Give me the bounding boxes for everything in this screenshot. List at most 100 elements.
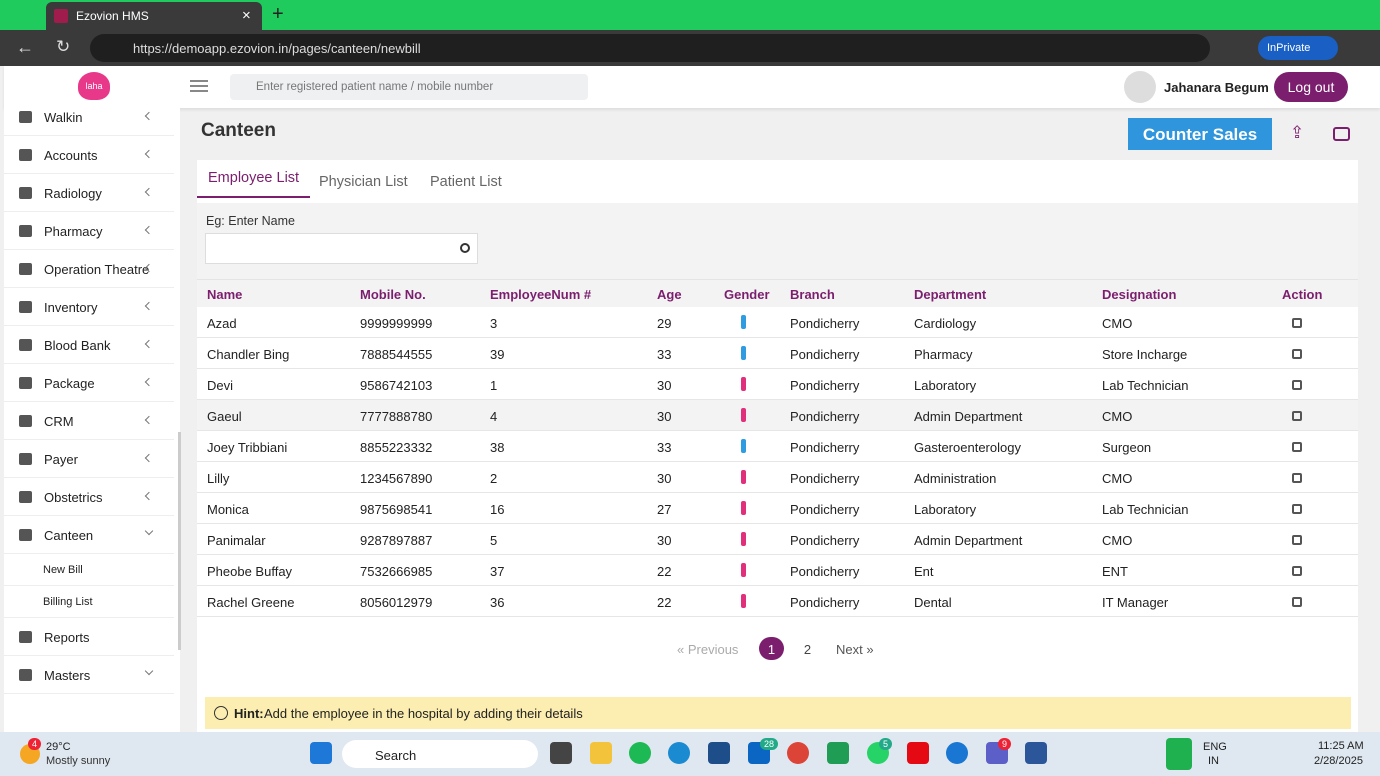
counter-sales-label: Counter Sales (1143, 125, 1257, 144)
sidebar-item[interactable]: Reports (4, 618, 174, 656)
view-action[interactable] (1292, 535, 1302, 545)
print-icon[interactable] (1333, 127, 1350, 141)
table-cell: ENT (1102, 564, 1128, 579)
hint-text: Add the employee in the hospital by addi… (264, 706, 583, 721)
table-cell: Administration (914, 471, 996, 486)
logo[interactable]: laha (78, 72, 110, 100)
sidebar-item[interactable]: Obstetrics (4, 478, 174, 516)
view-action[interactable] (1292, 380, 1302, 390)
table-cell: CMO (1102, 409, 1132, 424)
table-cell: CMO (1102, 316, 1132, 331)
taskbar-search[interactable]: Search (342, 740, 538, 768)
app-icon[interactable] (827, 742, 849, 764)
tab-title: Ezovion HMS (76, 9, 149, 23)
menu-icon (19, 149, 32, 161)
name-search-input[interactable] (205, 233, 478, 264)
table-row[interactable]: Monica98756985411627PondicherryLaborator… (197, 493, 1358, 524)
next-link[interactable]: Next » (836, 642, 874, 657)
app-icon[interactable] (907, 742, 929, 764)
search-icon[interactable] (460, 243, 470, 253)
app-icon[interactable] (590, 742, 612, 764)
gender-icon (741, 501, 746, 515)
back-button[interactable]: ← (16, 37, 34, 58)
browser-tab[interactable]: Ezovion HMS × (46, 2, 262, 30)
sidebar-item[interactable]: CRM (4, 402, 174, 440)
sidebar-item[interactable]: Canteen (4, 516, 174, 554)
menu-label: Obstetrics (44, 490, 103, 505)
sidebar-item[interactable]: Radiology (4, 174, 174, 212)
sidebar-item[interactable]: Payer (4, 440, 174, 478)
table-row[interactable]: Joey Tribbiani88552233323833PondicherryG… (197, 431, 1358, 462)
column-header: Department (914, 287, 986, 302)
app-icon[interactable] (787, 742, 809, 764)
table-cell: Azad (207, 316, 237, 331)
table-cell: Chandler Bing (207, 347, 289, 362)
tab[interactable]: Patient List (421, 160, 511, 198)
sidebar-item[interactable]: Masters (4, 656, 174, 694)
chevron (145, 667, 153, 675)
table-row[interactable]: Lilly1234567890230PondicherryAdministrat… (197, 462, 1358, 493)
sidebar-item[interactable]: Inventory (4, 288, 174, 326)
table-row[interactable]: Chandler Bing78885445553933PondicherryPh… (197, 338, 1358, 369)
reload-button[interactable]: ↻ (56, 37, 70, 57)
sidebar-item[interactable]: Walkin (4, 108, 174, 136)
table-row[interactable]: Rachel Greene80560129793622PondicherryDe… (197, 586, 1358, 617)
table-row[interactable]: Devi9586742103130PondicherryLaboratoryLa… (197, 369, 1358, 400)
chevron (145, 340, 153, 348)
table-cell: Pondicherry (790, 409, 859, 424)
mic-indicator[interactable] (1166, 738, 1192, 770)
view-action[interactable] (1292, 504, 1302, 514)
inprivate-badge[interactable]: InPrivate (1258, 36, 1338, 60)
table-cell: Pondicherry (790, 595, 859, 610)
logout-button[interactable]: Log out (1274, 72, 1348, 102)
table-cell: Lab Technician (1102, 502, 1189, 517)
chevron (145, 112, 153, 120)
table-cell: Lab Technician (1102, 378, 1189, 393)
table-cell: 39 (490, 347, 504, 362)
app-icon[interactable] (946, 742, 968, 764)
table-row[interactable]: Panimalar9287897887530PondicherryAdmin D… (197, 524, 1358, 555)
view-action[interactable] (1292, 473, 1302, 483)
view-action[interactable] (1292, 318, 1302, 328)
table-cell: 33 (657, 347, 671, 362)
logout-label: Log out (1288, 79, 1335, 95)
page-link[interactable]: 1 (759, 637, 784, 660)
view-action[interactable] (1292, 411, 1302, 421)
view-action[interactable] (1292, 597, 1302, 607)
app-icon[interactable] (708, 742, 730, 764)
download-icon[interactable]: ⇪ (1290, 123, 1304, 143)
sidebar-item[interactable]: Package (4, 364, 174, 402)
counter-sales-button[interactable]: Counter Sales (1128, 118, 1272, 150)
table-row[interactable]: Pheobe Buffay75326669853722PondicherryEn… (197, 555, 1358, 586)
table-cell: 30 (657, 533, 671, 548)
view-action[interactable] (1292, 566, 1302, 576)
tab[interactable]: Physician List (310, 160, 417, 198)
view-action[interactable] (1292, 442, 1302, 452)
app-icon[interactable] (629, 742, 651, 764)
sidebar-item[interactable]: Operation Theatre (4, 250, 174, 288)
sidebar-subitem[interactable]: Billing List (4, 586, 174, 618)
sidebar-item[interactable]: Accounts (4, 136, 174, 174)
tab-close[interactable]: × (242, 7, 251, 24)
menu-toggle[interactable] (190, 80, 208, 92)
sidebar-subitem[interactable]: New Bill (4, 554, 174, 586)
sidebar-item[interactable]: Blood Bank (4, 326, 174, 364)
gender-icon (741, 315, 746, 329)
app-icon[interactable] (1025, 742, 1047, 764)
sidebar-item[interactable]: Pharmacy (4, 212, 174, 250)
tab[interactable]: Employee List (197, 160, 310, 198)
inprivate-label: InPrivate (1267, 42, 1310, 54)
new-tab[interactable]: + (272, 3, 284, 26)
taskbar: 4 29°C Mostly sunny Search 28 5 9 ENG IN… (0, 732, 1380, 776)
table-row[interactable]: Gaeul7777888780430PondicherryAdmin Depar… (197, 400, 1358, 431)
app-icon[interactable] (550, 742, 572, 764)
app-badge: 28 (760, 738, 778, 750)
table-row[interactable]: Azad9999999999329PondicherryCardiologyCM… (197, 307, 1358, 338)
url-box[interactable]: https://demoapp.ezovion.in/pages/canteen… (90, 34, 1210, 62)
view-action[interactable] (1292, 349, 1302, 359)
patient-search[interactable]: Enter registered patient name / mobile n… (230, 74, 588, 100)
previous-link[interactable]: « Previous (677, 642, 738, 657)
start-button[interactable] (310, 742, 332, 764)
page-link[interactable]: 2 (795, 637, 820, 660)
app-icon[interactable] (668, 742, 690, 764)
